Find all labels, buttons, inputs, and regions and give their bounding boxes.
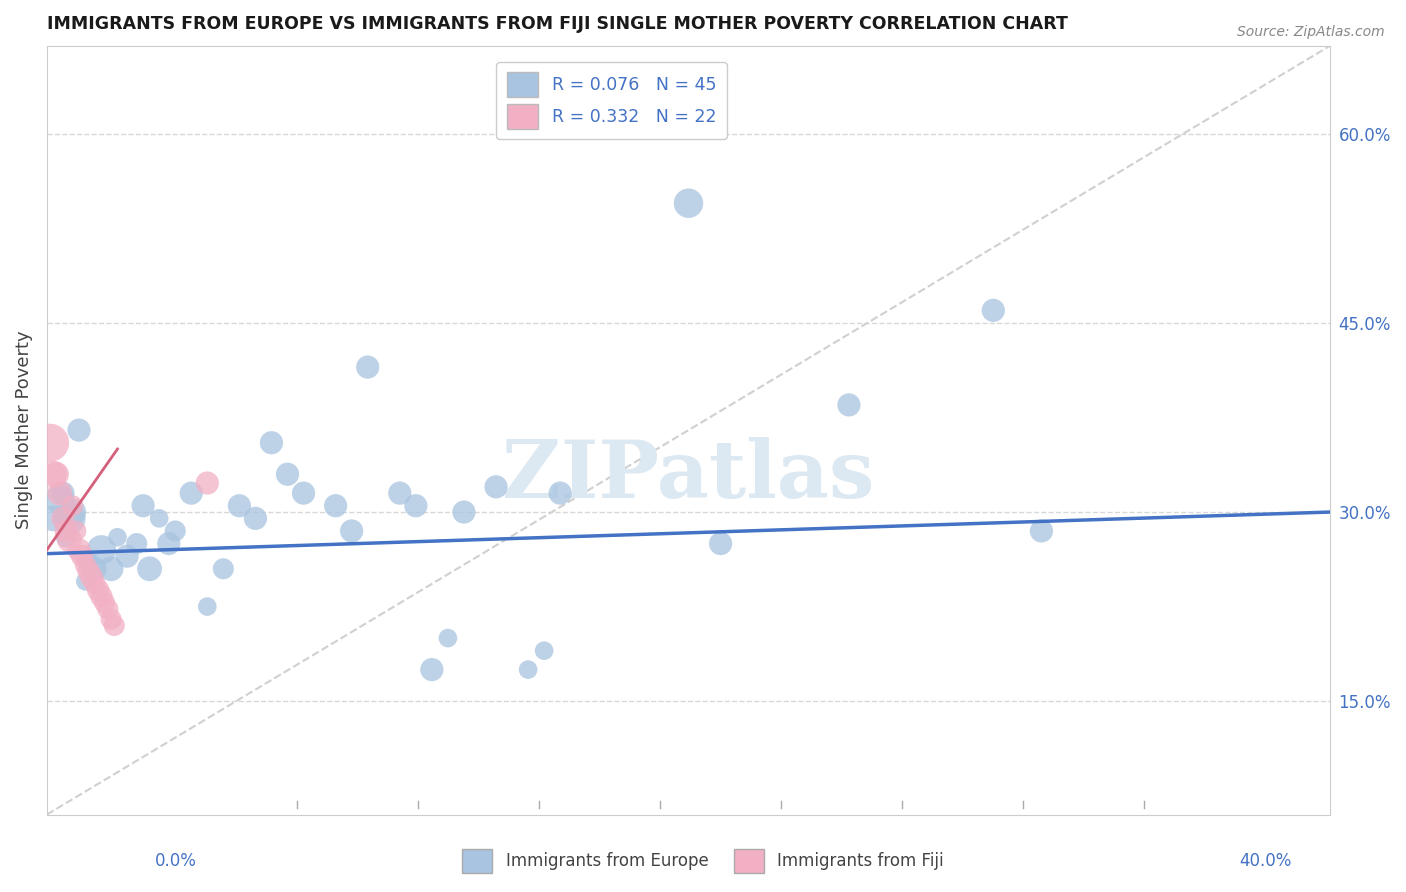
Point xyxy=(67,542,90,557)
Point xyxy=(405,499,427,513)
Point xyxy=(45,467,67,482)
Point xyxy=(453,505,475,519)
Point xyxy=(100,612,122,626)
Point xyxy=(292,486,315,500)
Point xyxy=(148,511,170,525)
Point xyxy=(65,524,87,538)
Point xyxy=(100,562,122,576)
Point xyxy=(195,476,218,491)
Point xyxy=(228,499,250,513)
Point xyxy=(55,524,77,538)
Point xyxy=(138,562,160,576)
Point xyxy=(67,423,90,437)
Point xyxy=(55,530,77,544)
Point xyxy=(84,577,107,591)
Point xyxy=(838,398,860,412)
Point xyxy=(84,562,107,576)
Point xyxy=(212,562,235,576)
Point xyxy=(39,435,62,450)
Point xyxy=(90,590,112,604)
Point xyxy=(107,530,129,544)
Point xyxy=(485,480,508,494)
Text: 40.0%: 40.0% xyxy=(1239,852,1292,870)
Point xyxy=(97,602,120,616)
Point xyxy=(165,524,187,538)
Point xyxy=(115,549,138,563)
Point xyxy=(1031,524,1053,538)
Legend: Immigrants from Europe, Immigrants from Fiji: Immigrants from Europe, Immigrants from … xyxy=(456,842,950,880)
Point xyxy=(52,511,75,525)
Point xyxy=(325,499,347,513)
Point xyxy=(62,499,84,513)
Point xyxy=(548,486,571,500)
Point xyxy=(42,467,65,482)
Point xyxy=(157,536,180,550)
Point xyxy=(75,574,97,589)
Y-axis label: Single Mother Poverty: Single Mother Poverty xyxy=(15,331,32,530)
Point xyxy=(77,556,100,570)
Point xyxy=(437,631,460,645)
Point xyxy=(58,511,80,525)
Point xyxy=(62,505,84,519)
Point xyxy=(125,536,148,550)
Point xyxy=(678,196,700,211)
Point xyxy=(195,599,218,614)
Point xyxy=(48,486,70,500)
Point xyxy=(260,435,283,450)
Text: 0.0%: 0.0% xyxy=(155,852,197,870)
Point xyxy=(180,486,202,500)
Point xyxy=(517,663,540,677)
Point xyxy=(357,360,380,375)
Point xyxy=(132,499,155,513)
Point xyxy=(710,536,733,550)
Point xyxy=(340,524,363,538)
Point xyxy=(70,549,93,563)
Text: ZIPatlas: ZIPatlas xyxy=(502,437,875,516)
Point xyxy=(75,558,97,572)
Point xyxy=(80,571,103,585)
Point xyxy=(42,511,65,525)
Point xyxy=(533,643,555,657)
Text: Source: ZipAtlas.com: Source: ZipAtlas.com xyxy=(1237,25,1385,39)
Point xyxy=(58,533,80,547)
Text: IMMIGRANTS FROM EUROPE VS IMMIGRANTS FROM FIJI SINGLE MOTHER POVERTY CORRELATION: IMMIGRANTS FROM EUROPE VS IMMIGRANTS FRO… xyxy=(46,15,1067,33)
Point xyxy=(276,467,298,482)
Point xyxy=(77,564,100,578)
Point xyxy=(48,492,70,507)
Point xyxy=(420,663,443,677)
Point xyxy=(388,486,411,500)
Legend: R = 0.076   N = 45, R = 0.332   N = 22: R = 0.076 N = 45, R = 0.332 N = 22 xyxy=(496,62,727,139)
Point xyxy=(90,542,112,557)
Point xyxy=(981,303,1004,318)
Point xyxy=(52,486,75,500)
Point xyxy=(87,583,110,598)
Point xyxy=(93,596,115,610)
Point xyxy=(245,511,267,525)
Point xyxy=(103,618,125,632)
